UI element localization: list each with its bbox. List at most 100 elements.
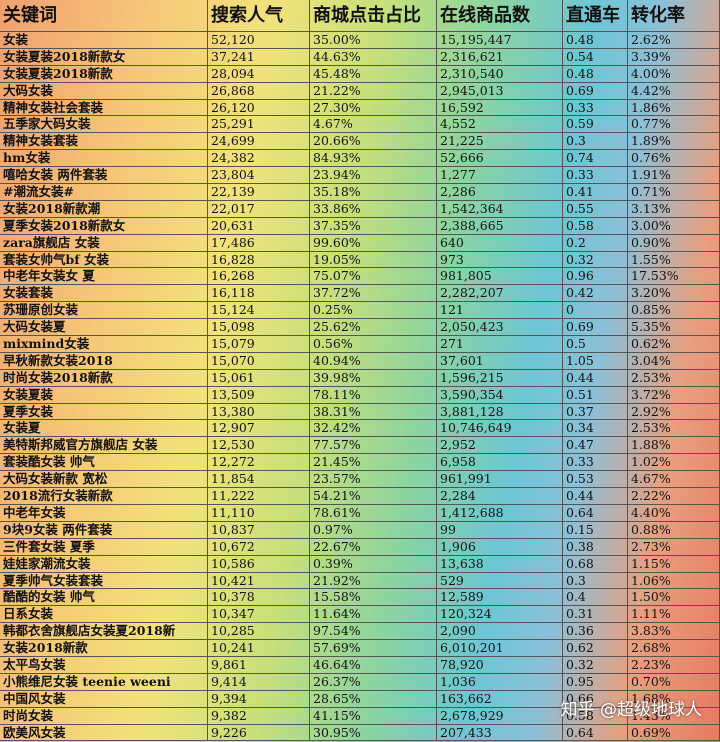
table-row: 娃娃家潮流女装 10,586 0.39% 13,638 0.68 1.15% (0, 555, 720, 573)
table-cell: 1.05 (563, 352, 628, 370)
table-cell: 981,805 (437, 268, 563, 286)
table-cell: 0.47 (563, 437, 628, 455)
table-row: 小熊维尼女装 teenie weeni 9,414 26.37% 1,036 0.95 0… (0, 673, 720, 691)
table-cell: 1.88% (628, 437, 720, 455)
table-cell: 0.31 (563, 606, 628, 624)
table-cell: 9,861 (208, 656, 310, 674)
table-cell: 2,050,423 (437, 319, 563, 337)
table-cell: 15,070 (208, 352, 310, 370)
table-cell: 2,090 (437, 623, 563, 641)
table-cell: 0.69 (563, 319, 628, 337)
table-cell: 54.21% (310, 488, 437, 505)
table-cell: 15,061 (208, 369, 310, 387)
table-cell: 3,881,128 (437, 403, 563, 421)
table-cell: 0.33 (563, 454, 628, 472)
table-row: 夏季女装2018新款女 20,631 37.35% 2,388,665 0.58 3.00… (0, 217, 720, 235)
table-cell: 12,589 (437, 589, 563, 607)
table-cell: 2,388,665 (437, 217, 563, 235)
table-cell: 22,017 (208, 200, 310, 218)
watermark: 知乎 @超级地球人 (560, 700, 702, 720)
table-row: mixmind女装 15,079 0.56% 271 0.5 0.62% (0, 336, 720, 353)
table-cell: 0.66 (563, 690, 628, 708)
table-cell: 4.42% (628, 82, 720, 100)
table-cell: 女装2018新款潮 (0, 200, 208, 218)
table-cell: 0.48 (563, 65, 628, 83)
table-cell: 大码女装新款 宽松 (0, 471, 208, 489)
table-cell: 2,284 (437, 488, 563, 505)
table-cell: 1,542,364 (437, 200, 563, 218)
table-cell: 10,421 (208, 572, 310, 590)
table-cell: 0.48 (563, 32, 628, 49)
table-cell: 2.68% (628, 640, 720, 657)
table-cell: 1,036 (437, 673, 563, 691)
table-cell: 3.13% (628, 200, 720, 218)
table-row: 精神女装套装 24,699 20.66% 21,225 0.3 1.89% (0, 133, 720, 151)
header-row: 关键词 搜索人气 商城点击占比 在线商品数 直通车 转化率 (0, 0, 720, 32)
table-cell: 0.95 (563, 673, 628, 691)
table-cell: 84.93% (310, 150, 437, 168)
table-cell: 2,952 (437, 437, 563, 455)
table-cell: 16,828 (208, 251, 310, 269)
table-row: 中老年女装女 夏 16,268 75.07% 981,805 0.96 17.53% (0, 268, 720, 286)
table-cell: 25,291 (208, 116, 310, 134)
table-cell: 41.15% (310, 707, 437, 725)
table-row: 女装夏装2018新款女 37,241 44.63% 2,316,621 0.54 3.39… (0, 48, 720, 66)
table-cell: 121 (437, 302, 563, 320)
table-cell: 1.06% (628, 572, 720, 590)
table-cell: 0.42 (563, 285, 628, 303)
table-cell: 10,285 (208, 623, 310, 641)
table-cell: 24,699 (208, 133, 310, 151)
table-cell: 30.95% (310, 724, 437, 742)
table-cell: 0.58 (563, 217, 628, 235)
table-cell: 精神女装社会套装 (0, 99, 208, 117)
table-cell: 640 (437, 234, 563, 252)
table-cell: 0.34 (563, 420, 628, 438)
table-cell: 太平鸟女装 (0, 656, 208, 674)
table-cell: 19.05% (310, 251, 437, 269)
table-cell: 13,380 (208, 403, 310, 421)
table-cell: 16,118 (208, 285, 310, 303)
table-cell: 57.69% (310, 640, 437, 657)
table-cell: 精神女装套装 (0, 133, 208, 151)
table-cell: 套装酷女装 帅气 (0, 454, 208, 472)
table-cell: 女装夏 (0, 420, 208, 438)
table-row: zara旗舰店 女装 17,486 99.60% 640 0.2 0.90% (0, 234, 720, 252)
table-cell: 早秋新款女装2018 (0, 352, 208, 370)
table-cell: 23,804 (208, 167, 310, 185)
table-cell: 0 (563, 302, 628, 320)
table-cell: 0.32 (563, 251, 628, 269)
table-cell: 0.70% (628, 673, 720, 691)
table-cell: 52,120 (208, 32, 310, 49)
table-cell: 1.15% (628, 555, 720, 573)
table-cell: 9,382 (208, 707, 310, 725)
table-cell: 4.40% (628, 504, 720, 522)
table-row: 日系女装 10,347 11.64% 120,324 0.31 1.11% (0, 606, 720, 624)
table-cell: 21.92% (310, 572, 437, 590)
table-cell: 2,678,929 (437, 707, 563, 725)
table-cell: 0.41 (563, 184, 628, 201)
table-cell: 3.04% (628, 352, 720, 370)
table-cell: 0.55 (563, 200, 628, 218)
table-cell: 0.33 (563, 167, 628, 185)
table-cell: 三件套女装 夏季 (0, 538, 208, 556)
table-row: 酷酷的女装 帅气 10,378 15.58% 12,589 0.4 1.50% (0, 589, 720, 607)
table-cell: 6,010,201 (437, 640, 563, 657)
table-cell: 11.64% (310, 606, 437, 624)
table-cell: 女装夏装2018新款 (0, 65, 208, 83)
table-cell: 2,282,207 (437, 285, 563, 303)
table-cell: 中老年女装女 夏 (0, 268, 208, 286)
table-cell: 夏季帅气女装套装 (0, 572, 208, 590)
table-cell: 99 (437, 521, 563, 539)
table-cell: 11,110 (208, 504, 310, 522)
table-cell: 1,277 (437, 167, 563, 185)
table-cell: 21.22% (310, 82, 437, 100)
table-cell: 1,412,688 (437, 504, 563, 522)
table-cell: 3,590,354 (437, 386, 563, 404)
table-cell: 0.38 (563, 538, 628, 556)
table-cell: 24,382 (208, 150, 310, 168)
table-row: 大码女装夏 15,098 25.62% 2,050,423 0.69 5.35% (0, 319, 720, 337)
table-cell: 22.67% (310, 538, 437, 556)
table-cell: 韩都衣舍旗舰店女装夏2018新 (0, 623, 208, 641)
table-cell: 酷酷的女装 帅气 (0, 589, 208, 607)
